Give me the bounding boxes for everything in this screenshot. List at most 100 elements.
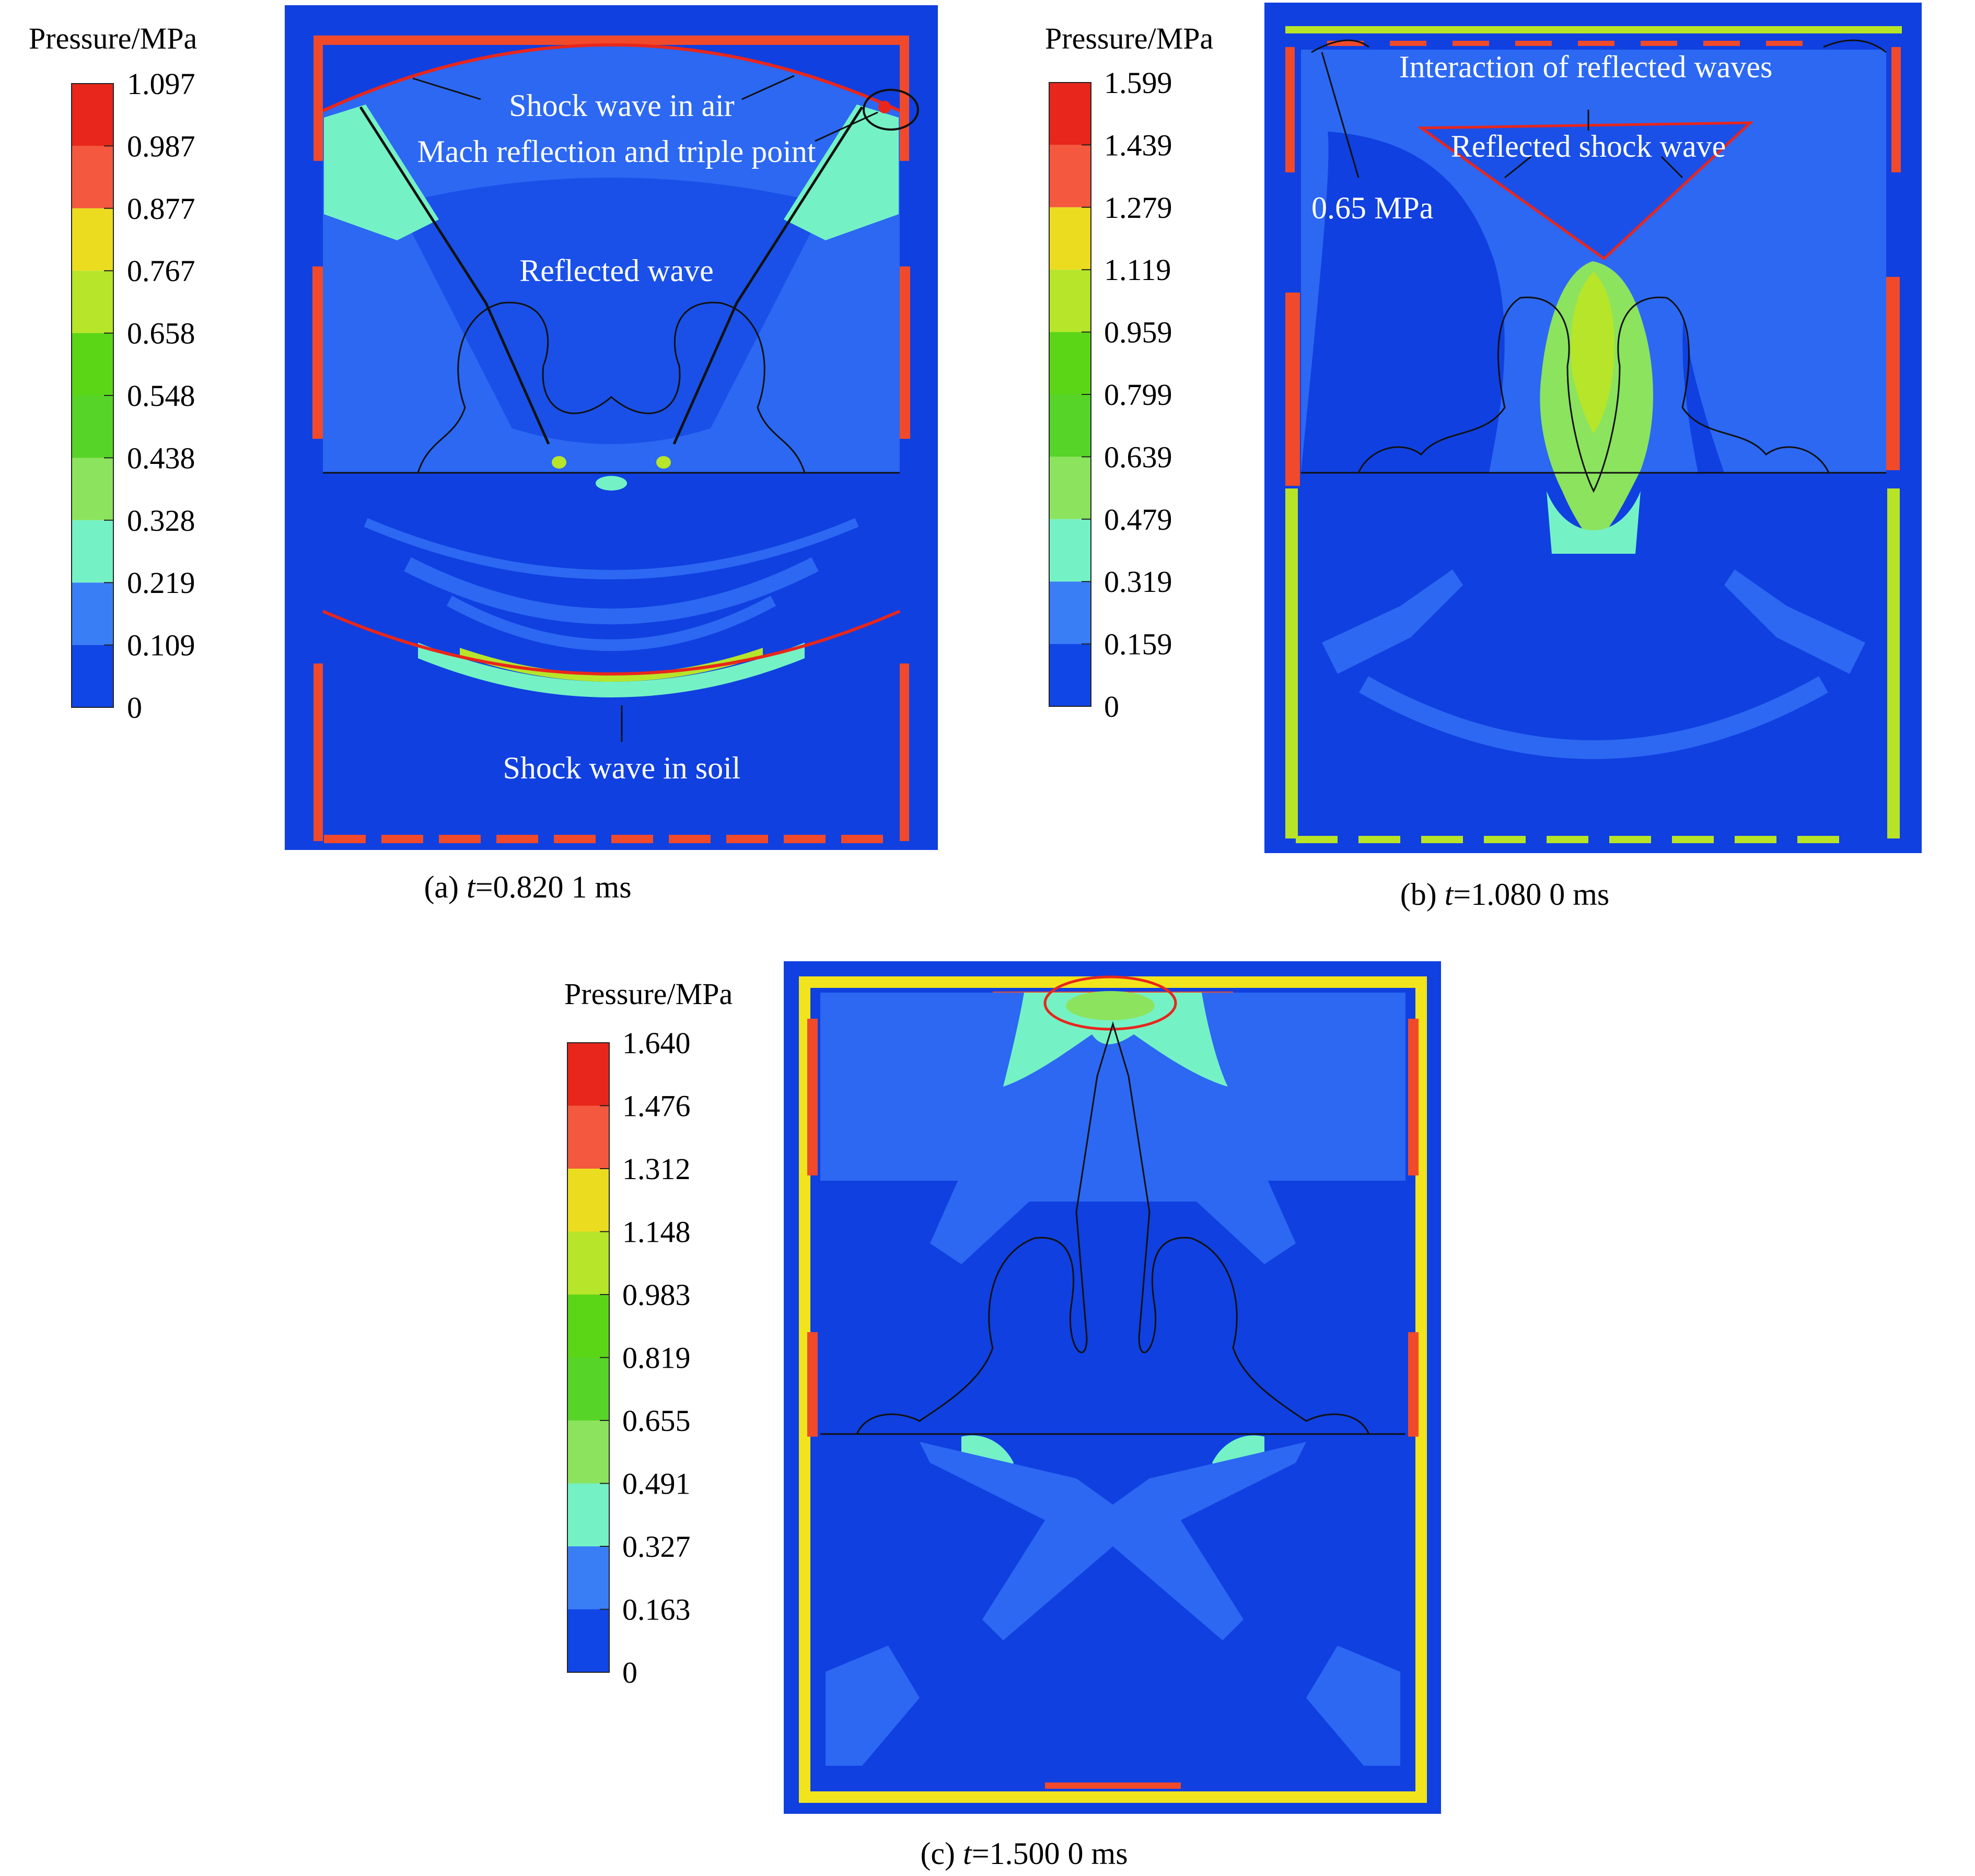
colorbar-tick-label: 0 [1104,690,1119,724]
caption-c: (c) t=1.500 0 ms [920,1836,1128,1871]
boundary-b-right-lime [1887,488,1900,838]
plume-core-c [1066,991,1155,1020]
air-region-b [1301,50,1886,473]
boundary-a-left-upper [313,36,323,161]
colorbar-segment [72,582,113,645]
colorbar-tick-label: 0.548 [127,379,195,413]
reflected-shock-triangle-b [1417,121,1754,261]
colorbar-tick-label: 0.327 [622,1530,691,1564]
colorbar-tick-label: 1.097 [127,67,195,101]
boundary-a-left-low [313,663,323,841]
colorbar-segment [567,1609,609,1672]
leader-b-reflected [1504,110,1683,179]
contour-plot-b: Interaction of reflected waves Reflected… [1264,3,1922,853]
colorbar-segment [1049,644,1091,706]
leader-b-interaction [1311,39,1887,53]
colorbar-segment [1049,519,1091,582]
boundary-b-top-red [1327,41,1803,46]
colorbar-segment [72,520,113,583]
boundary-b-top-dashes [1285,26,1902,33]
boundary-c-frame [799,976,1427,1803]
shock-front-air-a [322,43,901,112]
colorbar-tick-label: 0 [622,1656,637,1689]
colorbar-segment [72,333,113,395]
triple-point-circle-a [863,89,919,131]
soil-band-green-a [460,648,763,682]
contour-plot-c [784,961,1441,1814]
colorbar-tick-label: 0.159 [1104,627,1172,661]
soil-wave-arc-a-1 [404,557,819,624]
high-pressure-plume-c [1003,993,1228,1087]
colorbar-tick-label: 1.279 [1104,191,1172,225]
colorbar-tick-label: 0.987 [127,129,195,163]
colorbar-tick-label: 0.819 [622,1341,691,1375]
colorbar-tick-label: 1.640 [622,1026,691,1060]
colorbar-tick-label: 1.119 [1104,253,1171,287]
colorbar-segment [567,1105,609,1169]
panel-a: Pressure/MPa 1.097 0.987 0.877 0.767 0.658 0.… [29,5,938,904]
air-lower-c [820,1149,1405,1181]
colorbar-segment [1049,332,1091,394]
colorbar-frame [1049,82,1091,707]
contour-plot-a: Shock wave in air Mach reflection and tr… [285,5,938,850]
annotation-shock-wave-soil: Shock wave in soil [503,751,741,785]
highlight-ellipse-c [1043,975,1177,1031]
colorbar-tick-label: 1.148 [622,1215,691,1249]
colorbar-tick-label: 0.983 [622,1278,691,1312]
boundary-b-left-lime [1285,488,1298,838]
annotation-interaction-reflected-waves: Interaction of reflected waves [1399,50,1773,84]
air-region-c [820,993,1405,1264]
colorbar-segment [72,458,113,520]
colorbar-segment [567,1546,609,1610]
colorbar-tick-label: 0 [127,691,142,725]
caption-b: (b) t=1.080 0 ms [1400,877,1610,912]
hotspot-a-1 [552,456,566,469]
soil-arc-b [1359,676,1828,759]
colorbar-tick-label: 1.599 [1104,66,1172,100]
soil-wave-arc-a-2 [446,596,776,651]
leader-b-065 [1321,52,1360,178]
reflected-wave-a-left [359,106,550,445]
colorbar-segment [1049,457,1091,519]
hotspot-a-2 [656,456,671,469]
colorbar-tick-label: 1.312 [622,1152,691,1186]
colorbar-segment [72,271,113,333]
colorbar-tick-label: 0.438 [127,441,195,475]
colorbar-segment [567,1483,609,1546]
colorbar-tick-label: 0.658 [127,317,195,351]
high-pressure-lobe-a-left [324,104,439,240]
colorbar-segment [72,395,113,458]
leader-a-shock-air [412,75,795,100]
shock-front-soil-a [322,610,901,675]
panel-b: Pressure/MPa 1.599 1.439 1.279 1.119 0.959 0.… [1045,3,1922,912]
annotation-reflected-wave: Reflected wave [519,253,713,288]
colorbar-segment [1049,83,1091,145]
colorbar-segment [1049,394,1091,457]
colorbar-segment [567,1420,609,1484]
colorbar-segment [567,1357,609,1420]
reflected-wave-a-right [672,106,864,445]
annotation-shock-wave-air: Shock wave in air [509,88,735,123]
air-corner-b-left [1301,104,1329,473]
colorbar-tick-label: 0.959 [1104,316,1172,349]
colorbar-b-title: Pressure/MPa [1045,21,1213,55]
colorbar-tick-label: 1.439 [1104,128,1172,162]
colorbar-tick-label: 0.767 [127,254,195,288]
boundary-a-right-upper [900,36,909,161]
colorbar-segment [72,645,113,707]
colorbar-tick-label: 0.319 [1104,565,1172,599]
annotation-mach-reflection: Mach reflection and triple point [417,134,816,169]
colorbar-tick-label: 0.877 [127,192,195,226]
boundary-b-right-red [1885,277,1900,470]
caption-a: (a) t=0.820 1 ms [424,870,631,904]
colorbar-segment [72,146,113,208]
boundary-b-bottom-dashes [1296,836,1839,843]
colorbar-b: 1.599 1.439 1.279 1.119 0.959 0.799 0.639 0.479… [1049,66,1172,724]
high-pressure-core-b [1571,272,1614,434]
boundary-a-top [313,36,909,45]
colorbar-tick-label: 1.476 [622,1089,691,1123]
colorbar-frame [567,1042,610,1673]
colorbar-tick-label: 0.163 [622,1593,691,1627]
annotation-065-mpa: 0.65 MPa [1311,191,1433,225]
